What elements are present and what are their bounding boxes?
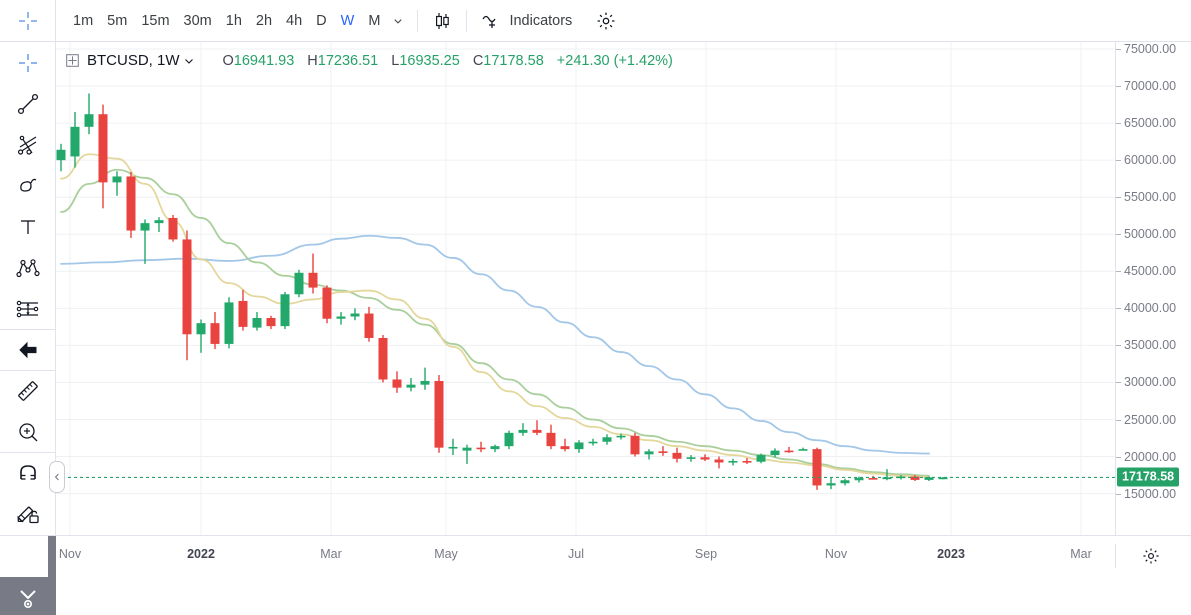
timeframe-4h[interactable]: 4h xyxy=(286,12,303,29)
current-price-badge[interactable]: 17178.58 xyxy=(1117,467,1180,487)
symbol-interval[interactable]: , 1W xyxy=(148,52,180,69)
price-axis-tickmark xyxy=(1116,86,1121,88)
price-axis-tick: 50000.00 xyxy=(1124,227,1177,242)
timeframe-5m[interactable]: 5m xyxy=(107,12,128,29)
collapse-pane-icon[interactable] xyxy=(0,575,56,615)
crosshair-icon[interactable] xyxy=(0,0,56,42)
timeframe-15m[interactable]: 15m xyxy=(141,12,170,29)
timeframe-2h[interactable]: 2h xyxy=(255,12,273,29)
price-axis-tick: 25000.00 xyxy=(1124,412,1177,427)
time-axis-tick: Nov xyxy=(824,547,848,561)
price-axis-tickmark xyxy=(1116,234,1121,236)
left-drawing-toolbar xyxy=(0,42,56,615)
toolbar-divider-2 xyxy=(466,9,468,32)
price-line-handle[interactable] xyxy=(49,461,65,494)
toolbar-divider xyxy=(417,9,419,32)
ohlc-values: O16941.93 H17236.51 L16935.25 C17178.58 … xyxy=(223,53,673,69)
price-axis-tickmark xyxy=(1116,197,1121,199)
price-axis-tick: 65000.00 xyxy=(1124,116,1177,131)
time-axis-tick: Mar xyxy=(320,547,342,561)
timeframe-d[interactable]: D xyxy=(316,12,327,29)
timeframe-30m[interactable]: 30m xyxy=(183,12,212,29)
indicators-label: Indicators xyxy=(509,12,573,29)
timeframe-m[interactable]: M xyxy=(368,12,381,29)
price-axis-tickmark xyxy=(1116,382,1121,384)
crosshair-tool-icon[interactable] xyxy=(0,42,56,83)
time-axis-tick: Nov xyxy=(58,547,82,561)
price-axis-tickmark xyxy=(1116,160,1121,162)
close-value: C17178.58 xyxy=(472,52,544,69)
price-axis-tick: 20000.00 xyxy=(1124,449,1177,464)
time-axis-corner xyxy=(48,536,56,577)
candlestick-chart xyxy=(56,42,1115,535)
price-axis-tickmark xyxy=(1116,493,1121,495)
price-axis-tick: 70000.00 xyxy=(1124,79,1177,94)
chevron-down-icon[interactable] xyxy=(183,55,195,67)
price-axis-tickmark xyxy=(1116,123,1121,125)
chart-pane[interactable] xyxy=(56,42,1115,535)
price-axis-tick: 35000.00 xyxy=(1124,338,1177,353)
gear-icon[interactable] xyxy=(590,7,622,35)
price-change: +241.30 (+1.42%) xyxy=(556,52,673,69)
high-value: H17236.51 xyxy=(307,52,379,69)
drawing-lock-icon[interactable] xyxy=(0,493,56,534)
time-axis-divider xyxy=(1115,544,1116,568)
price-axis-tick: 60000.00 xyxy=(1124,153,1177,168)
price-axis-tickmark xyxy=(1116,419,1121,421)
expand-legend-icon[interactable] xyxy=(66,54,79,67)
open-value: O16941.93 xyxy=(222,52,295,69)
text-tool-icon[interactable] xyxy=(0,206,56,247)
moving-average-lines xyxy=(60,153,930,478)
chart-legend: BTCUSD , 1W O16941.93 H17236.51 L16935.2… xyxy=(66,52,673,69)
timeframe-group: 1m 5m 15m 30m 1h 2h 4h D W M xyxy=(56,7,622,35)
symbol-name[interactable]: BTCUSD xyxy=(87,52,149,69)
price-axis-tickmark xyxy=(1116,456,1121,458)
magnet-tool-icon[interactable] xyxy=(0,452,56,493)
price-axis-tick: 30000.00 xyxy=(1124,375,1177,390)
timeframe-w[interactable]: W xyxy=(340,12,355,29)
zoom-in-tool-icon[interactable] xyxy=(0,411,56,452)
time-axis-tick: Sep xyxy=(694,547,718,561)
price-axis-tick: 40000.00 xyxy=(1124,301,1177,316)
ruler-tool-icon[interactable] xyxy=(0,370,56,411)
price-axis-tick: 45000.00 xyxy=(1124,264,1177,279)
candlestick-series xyxy=(56,93,948,490)
time-axis[interactable]: Nov 2022 Mar May Jul Sep Nov 2023 Mar xyxy=(0,535,1191,577)
timeframe-1h[interactable]: 1h xyxy=(225,12,242,29)
chart-gridlines xyxy=(56,42,1115,535)
price-axis[interactable]: 75000.00 70000.00 65000.00 60000.00 55000.00… xyxy=(1115,42,1191,535)
timeframe-1m[interactable]: 1m xyxy=(73,12,94,29)
forecast-tool-icon[interactable] xyxy=(0,288,56,329)
top-toolbar: 1m 5m 15m 30m 1h 2h 4h D W M xyxy=(0,0,1191,42)
candlestick-icon[interactable] xyxy=(426,7,458,35)
back-arrow-icon[interactable] xyxy=(0,329,56,370)
low-value: L16935.25 xyxy=(391,52,460,69)
indicators-wave-plus-icon xyxy=(481,11,503,31)
price-axis-tick: 15000.00 xyxy=(1124,486,1177,501)
price-axis-tickmark xyxy=(1116,49,1121,50)
gear-icon[interactable] xyxy=(1140,545,1162,567)
price-axis-tick: 75000.00 xyxy=(1124,42,1177,56)
indicators-button[interactable]: Indicators xyxy=(475,7,578,35)
trend-line-tool-icon[interactable] xyxy=(0,83,56,124)
time-axis-tick: May xyxy=(434,547,458,561)
time-axis-tick: 2022 xyxy=(187,547,215,561)
fib-retracement-tool-icon[interactable] xyxy=(0,124,56,165)
brush-tool-icon[interactable] xyxy=(0,165,56,206)
price-axis-tick: 55000.00 xyxy=(1124,190,1177,205)
price-axis-tickmark xyxy=(1116,271,1121,273)
pattern-tool-icon[interactable] xyxy=(0,247,56,288)
time-axis-tick: 2023 xyxy=(937,547,965,561)
time-axis-tick: Jul xyxy=(568,547,584,561)
time-axis-tick: Mar xyxy=(1070,547,1092,561)
chevron-down-icon[interactable] xyxy=(387,11,409,31)
price-axis-tickmark xyxy=(1116,308,1121,310)
price-axis-tickmark xyxy=(1116,345,1121,347)
